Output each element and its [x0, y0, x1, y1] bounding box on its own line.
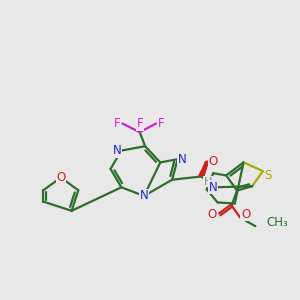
Text: F: F — [114, 117, 120, 130]
Text: N: N — [140, 189, 148, 203]
Text: O: O — [241, 208, 250, 221]
Text: N: N — [209, 181, 218, 194]
Text: N: N — [113, 144, 122, 157]
Text: O: O — [56, 171, 65, 184]
Text: S: S — [265, 169, 272, 182]
Text: H: H — [204, 177, 212, 187]
Text: CH₃: CH₃ — [266, 217, 288, 230]
Text: F: F — [136, 117, 143, 130]
Text: F: F — [158, 117, 165, 130]
Text: N: N — [178, 153, 186, 166]
Text: O: O — [208, 208, 217, 221]
Text: O: O — [208, 155, 218, 168]
